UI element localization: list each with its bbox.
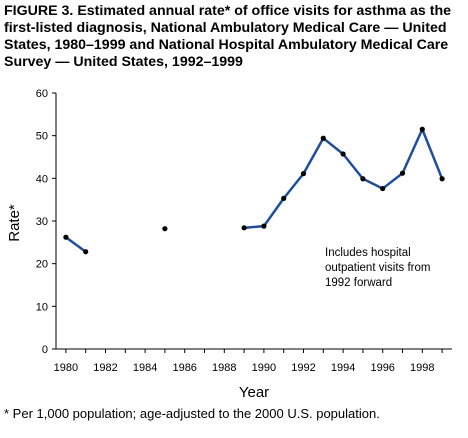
axes — [55, 93, 452, 350]
series-line-segment — [243, 128, 444, 230]
series-points — [63, 126, 445, 255]
x-tick-label: 1984 — [133, 362, 157, 374]
x-tick-label: 1994 — [331, 362, 355, 374]
y-tick-label: 60 — [36, 88, 48, 100]
data-point — [83, 249, 89, 255]
y-tick-label: 50 — [36, 131, 48, 143]
x-tick-label: 1982 — [93, 362, 117, 374]
footnote: * Per 1,000 population; age-adjusted to … — [4, 406, 380, 421]
x-tick-label: 1988 — [212, 362, 236, 374]
data-point — [241, 225, 247, 231]
data-point — [439, 176, 445, 182]
y-tick-label: 0 — [42, 344, 48, 356]
x-axis-label: Year — [239, 384, 269, 401]
x-ticks: 1980 1982 1984 1986 1988 1990 1992 1994 1996 1998 — [54, 349, 443, 374]
x-tick-label: 1980 — [54, 362, 78, 374]
data-point — [281, 195, 287, 201]
annotation-line: 1992 forward — [325, 277, 392, 289]
x-tick-label: 1990 — [252, 362, 276, 374]
x-tick-label: 1992 — [291, 362, 315, 374]
annotation-line: Includes hospital — [325, 247, 411, 259]
x-tick-label: 1986 — [172, 362, 196, 374]
data-point — [300, 171, 307, 177]
annotation-line: outpatient visits from — [325, 262, 430, 274]
y-tick-label: 40 — [36, 173, 48, 185]
x-tick-label: 1998 — [410, 362, 434, 374]
series-line-segment — [65, 236, 87, 253]
y-axis-label: Rate* — [6, 204, 23, 242]
y-tick-label: 10 — [36, 301, 48, 313]
data-point — [360, 176, 366, 182]
data-point — [63, 234, 69, 240]
y-tick-label: 20 — [36, 259, 48, 271]
data-point — [419, 126, 425, 132]
data-point — [320, 135, 326, 141]
chart-annotation: Includes hospital outpatient visits from 1… — [325, 247, 430, 289]
x-tick-label: 1996 — [370, 362, 394, 374]
y-tick-label: 30 — [36, 216, 48, 228]
series-lines — [65, 128, 444, 253]
data-point — [261, 223, 267, 229]
data-point — [162, 226, 168, 232]
data-point — [399, 170, 406, 176]
data-point — [380, 185, 386, 192]
data-point — [340, 151, 346, 157]
figure-title: FIGURE 3. Estimated annual rate* of offi… — [4, 3, 452, 70]
y-ticks: 0 10 20 30 40 50 60 — [36, 88, 56, 356]
